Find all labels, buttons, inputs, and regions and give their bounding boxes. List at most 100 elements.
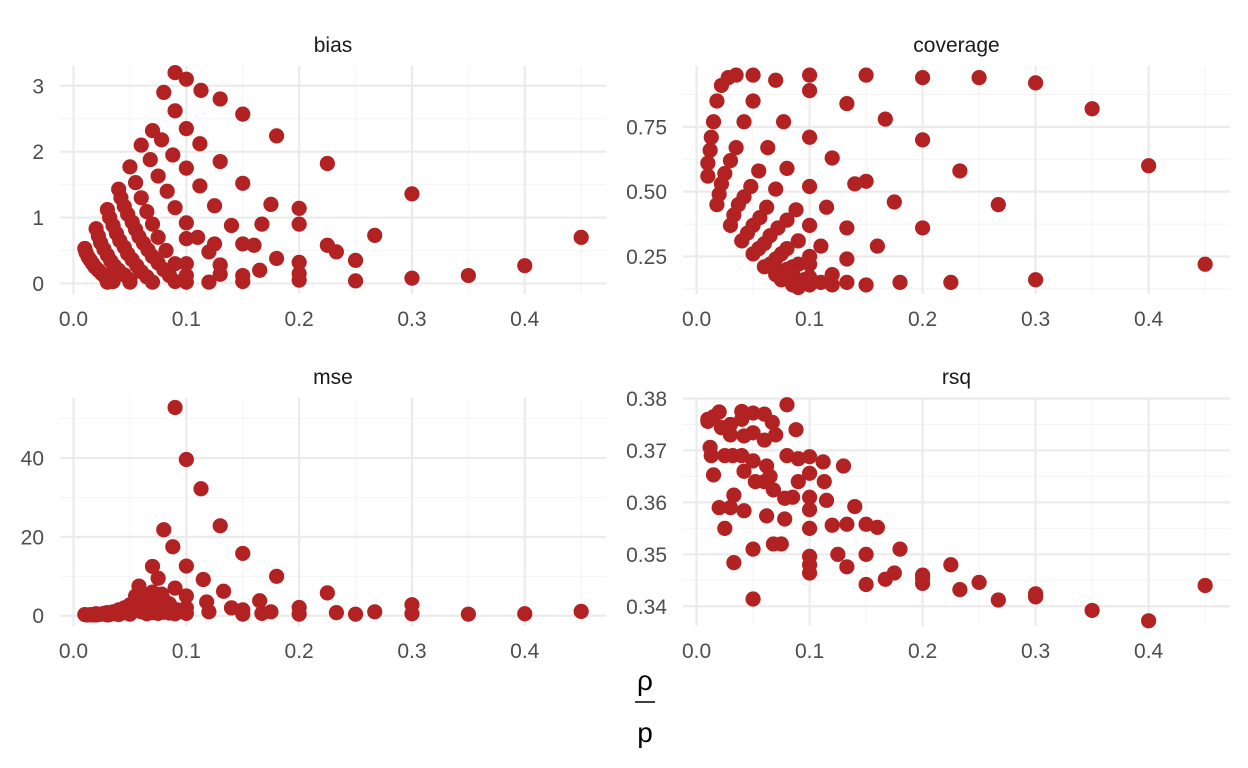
coverage-data-point	[839, 274, 855, 290]
bias-data-point	[573, 229, 589, 245]
coverage-data-point	[709, 93, 725, 109]
bias-x-tick-label: 0.2	[285, 308, 314, 331]
bias-data-point	[268, 250, 285, 267]
mse-data-point	[347, 606, 364, 622]
rsq-data-point	[717, 520, 733, 536]
bias-data-point	[133, 137, 149, 153]
bias-data-point	[122, 274, 138, 290]
coverage-data-point	[702, 142, 718, 158]
mse-panel-title: mse	[313, 366, 353, 389]
bias-data-point	[178, 215, 194, 231]
coverage-data-point	[914, 70, 931, 86]
bias-data-point	[178, 231, 194, 247]
x-axis-label: ρ p	[635, 665, 655, 748]
rsq-data-point	[858, 546, 874, 562]
coverage-data-point	[779, 241, 795, 257]
bias-data-point	[178, 71, 194, 87]
coverage-data-point	[1197, 256, 1213, 272]
bias-data-point	[201, 274, 217, 290]
bias-y-tick-label: 0	[32, 273, 44, 296]
rsq-y-tick-label: 0.34	[626, 596, 667, 619]
rsq-data-point	[722, 427, 739, 443]
coverage-data-point	[759, 199, 775, 215]
rsq-x-tick-label: 0.4	[1134, 640, 1164, 663]
bias-data-point	[139, 204, 155, 220]
rsq-data-point	[839, 559, 855, 575]
rsq-data-point	[734, 448, 750, 464]
rsq-y-tick-label: 0.36	[626, 492, 667, 515]
mse-data-point	[122, 606, 138, 622]
mse-data-point	[111, 606, 127, 623]
coverage-x-tick-label: 0.0	[682, 308, 711, 331]
rsq-x-tick-label: 0.3	[1021, 640, 1050, 663]
rsq-data-point	[914, 575, 931, 592]
coverage-data-point	[813, 238, 829, 254]
coverage-data-point	[914, 132, 931, 148]
rsq-data-point	[745, 425, 761, 441]
rsq-data-point	[801, 449, 818, 465]
bias-data-point	[192, 136, 208, 152]
mse-data-point	[223, 600, 240, 616]
rsq-data-point	[801, 565, 818, 581]
bias-data-point	[167, 256, 183, 272]
rsq-data-point	[886, 565, 902, 581]
bias-data-point	[268, 128, 285, 144]
bias-data-point	[347, 273, 364, 289]
coverage-data-point	[775, 114, 792, 130]
bias-data-point	[144, 216, 161, 232]
bias-x-tick-label: 0.4	[510, 308, 540, 331]
coverage-y-tick-label: 0.75	[626, 116, 667, 139]
bias-data-point	[167, 273, 183, 290]
bias-data-point	[144, 274, 161, 290]
coverage-y-tick-label: 0.50	[626, 181, 667, 204]
rsq-data-point	[835, 458, 852, 474]
mse-data-point	[178, 451, 194, 468]
rsq-y-tick-label: 0.37	[626, 440, 667, 463]
bias-data-point	[319, 155, 335, 172]
coverage-data-point	[801, 67, 818, 83]
mse-data-point	[252, 593, 268, 609]
mse-y-tick-label: 40	[21, 447, 44, 470]
mse-y-tick-label: 0	[32, 605, 44, 628]
rsq-data-point	[801, 502, 818, 518]
mse-data-point	[178, 588, 194, 604]
coverage-data-point	[745, 67, 761, 83]
coverage-data-point	[943, 274, 959, 290]
mse-x-tick-label: 0.0	[59, 640, 88, 663]
rsq-data-point	[736, 463, 752, 479]
mse-x-tick-label: 0.4	[510, 640, 540, 663]
rsq-x-tick-label: 0.0	[682, 640, 711, 663]
rsq-data-point	[722, 499, 739, 516]
bias-data-point	[367, 227, 383, 243]
bias-data-point	[246, 237, 262, 253]
mse-data-point	[235, 606, 251, 622]
mse-data-point	[460, 606, 476, 622]
rsq-data-point	[785, 489, 801, 505]
coverage-panel-title: coverage	[913, 34, 999, 57]
bias-panel-title: bias	[314, 34, 353, 57]
mse-panel: mse 0.0 0.1 0.2 0.3 0.4 0 20 40	[21, 366, 606, 663]
rsq-data-point	[801, 520, 818, 536]
bias-data-point	[159, 183, 175, 199]
mse-data-point	[88, 607, 104, 623]
bias-data-point	[404, 270, 420, 286]
bias-data-point	[328, 244, 344, 260]
coverage-data-point	[1084, 101, 1100, 117]
bias-data-point	[212, 153, 228, 170]
bias-data-point	[167, 64, 183, 81]
coverage-data-point	[745, 93, 761, 109]
mse-data-point	[517, 606, 533, 622]
bias-data-point	[153, 132, 170, 148]
coverage-data-point	[839, 95, 855, 112]
rsq-data-point	[762, 468, 778, 485]
coverage-data-point	[751, 163, 767, 179]
coverage-data-point	[788, 202, 804, 218]
bias-data-point	[190, 229, 206, 245]
mse-data-point	[573, 603, 589, 620]
bias-data-point	[517, 258, 533, 274]
bias-data-point	[127, 175, 144, 191]
mse-data-point	[193, 481, 209, 497]
rsq-data-point	[734, 411, 750, 427]
coverage-panel: coverage 0.0 0.1 0.2 0.3 0.4 0.25 0.50 0.75	[626, 34, 1230, 331]
